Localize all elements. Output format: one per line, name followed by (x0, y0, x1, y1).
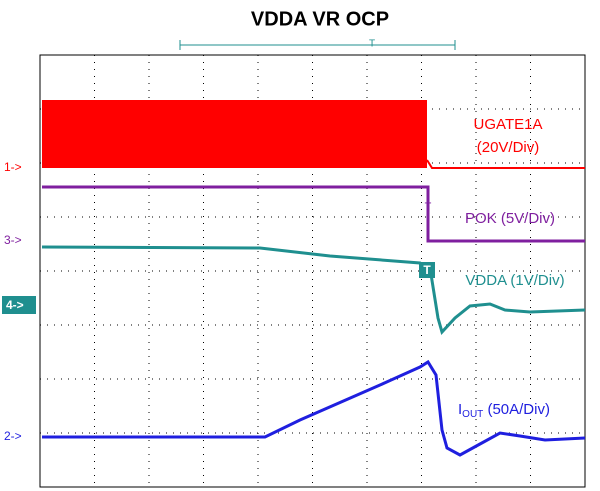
ugate-trace (42, 100, 427, 168)
channel-marker: 2-> (4, 429, 22, 443)
channel-marker: 3-> (4, 233, 22, 247)
iout-trace (42, 359, 586, 457)
vdda-trace (41, 245, 586, 335)
channel-marker-box (2, 296, 36, 314)
cursor-box (419, 262, 435, 278)
label-rest: (50A/Div) (483, 401, 550, 418)
cursor-marker: T (425, 201, 432, 213)
channel-marker: 1-> (4, 160, 22, 174)
cursor-marker: T (423, 263, 431, 277)
trigger-bar (179, 40, 456, 50)
channel-label: VDDA (1V/Div) (465, 272, 564, 289)
pok-trace (42, 185, 585, 243)
channel-label: UGATE1A (474, 116, 543, 133)
ugate-trace-tail (426, 159, 585, 169)
label-main: I (458, 401, 462, 418)
trigger-marker: T (369, 39, 375, 50)
channel-label: POK (5V/Div) (465, 210, 555, 227)
channel-scale: (20V/Div) (477, 139, 540, 156)
title: VDDA VR OCP (251, 8, 389, 30)
channel-label: IOUT (50A/Div) (458, 401, 550, 420)
channel-marker: 4-> (6, 298, 24, 312)
label-sub: OUT (462, 409, 483, 420)
